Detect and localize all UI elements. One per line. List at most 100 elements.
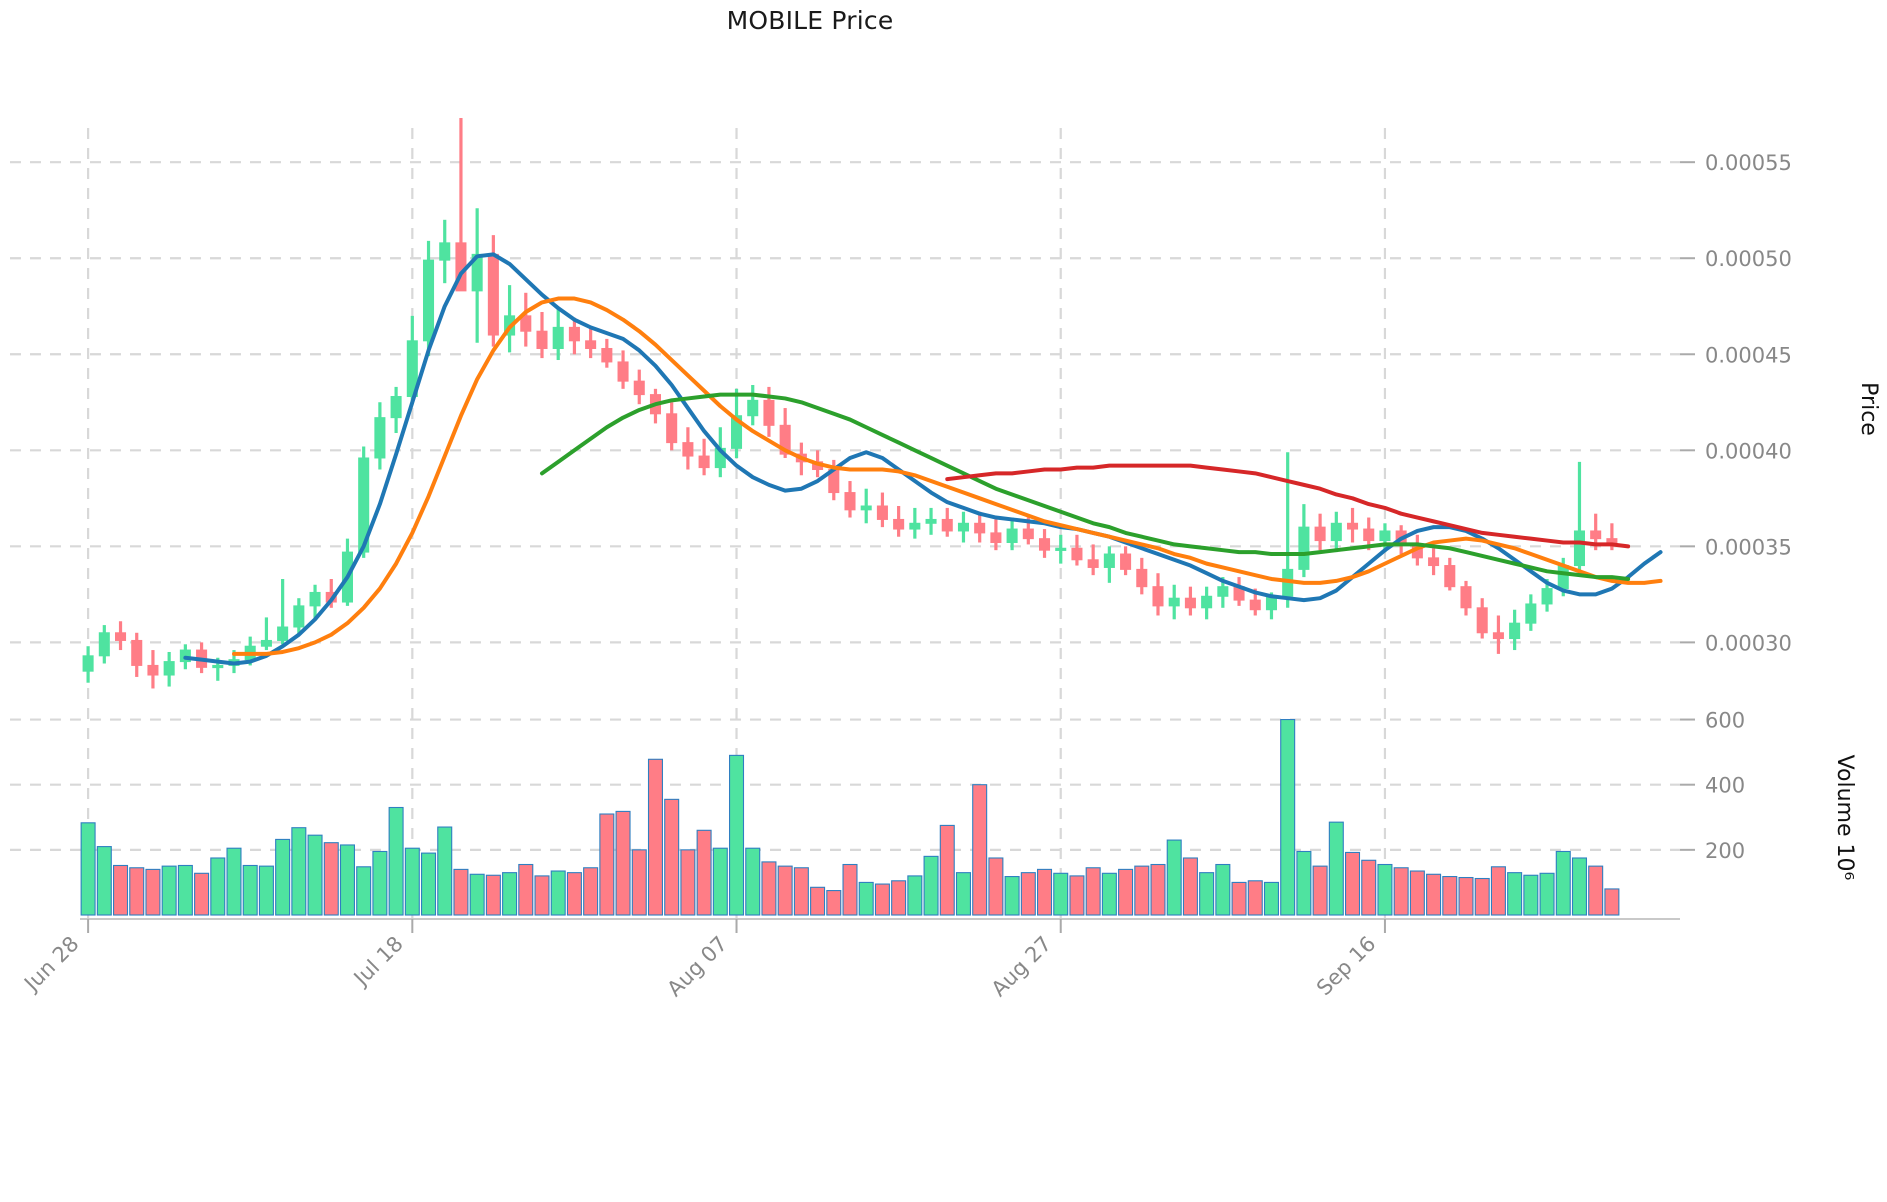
volume-bar	[96, 846, 112, 916]
volume-bar	[1166, 839, 1182, 916]
candlesticks	[82, 118, 1618, 689]
volume-bar	[404, 847, 420, 916]
volume-bar	[145, 868, 161, 916]
volume-bar	[1312, 865, 1328, 916]
volume-bar	[307, 834, 323, 916]
volume-bar	[810, 886, 826, 916]
volume-bar	[1539, 872, 1555, 916]
candle-body	[1201, 595, 1213, 609]
volume-bar	[712, 847, 728, 916]
volume-bar	[891, 880, 907, 916]
candle-body	[1525, 603, 1537, 624]
volume-bar	[583, 867, 599, 916]
candle-body	[617, 361, 629, 382]
candle-body	[779, 424, 791, 455]
candle-body	[698, 455, 710, 469]
volume-bar	[129, 867, 145, 916]
candle-body	[1022, 528, 1034, 540]
x-axis: Jun 28 Jul 18 Aug 07 Aug 27 Sep 16	[18, 918, 1680, 1001]
candle-body	[520, 315, 532, 332]
candle-body	[374, 417, 386, 459]
volume-bar	[1053, 872, 1069, 916]
candle-body	[1509, 622, 1521, 640]
candle-body	[601, 347, 613, 363]
volume-bar	[923, 855, 939, 916]
price-tick: 0.00030	[1705, 631, 1792, 655]
volume-bar	[972, 784, 988, 916]
candle-body	[860, 505, 872, 511]
candle-body	[1071, 547, 1083, 561]
candle-body	[844, 492, 856, 511]
candle-body	[666, 413, 678, 444]
candle-body	[957, 522, 969, 532]
volume-bar	[534, 875, 550, 916]
volume-bar	[647, 758, 663, 916]
volume-bar	[1037, 868, 1053, 916]
volume-bar	[1004, 876, 1020, 916]
volume-bar	[939, 824, 955, 916]
volume-bar	[1393, 867, 1409, 916]
volume-bar	[291, 827, 307, 916]
candle-body	[585, 340, 597, 349]
volume-bar	[745, 847, 761, 916]
volume-bar	[1020, 872, 1036, 916]
candle-body	[309, 591, 321, 607]
candle-body	[1136, 568, 1148, 588]
volume-bar	[696, 829, 712, 916]
volume-bar	[1150, 863, 1166, 916]
candle-body	[82, 655, 94, 672]
volume-tick: 400	[1705, 774, 1745, 798]
candle-body	[1120, 553, 1132, 570]
candle-body	[1184, 597, 1196, 609]
volume-tick: 200	[1705, 839, 1745, 863]
ma-line-ma-long	[540, 392, 1631, 581]
candle-body	[536, 330, 548, 349]
volume-bar	[226, 847, 242, 916]
volume-bar	[1247, 880, 1263, 916]
candle-body	[1249, 599, 1261, 611]
candle-body	[1103, 553, 1115, 568]
candle-body	[925, 518, 937, 524]
candle-body	[1476, 607, 1488, 634]
volume-bar	[1134, 865, 1150, 916]
volume-bar	[907, 875, 923, 916]
volume-bar	[842, 863, 858, 916]
volume-bar	[485, 874, 501, 916]
volume-axis-title: Volume 10⁶	[1832, 755, 1857, 881]
volume-bar	[194, 872, 210, 916]
gridlines	[10, 128, 1680, 920]
volume-bar	[793, 867, 809, 916]
price-tick: 0.00045	[1705, 343, 1792, 367]
volume-bar	[988, 857, 1004, 916]
volume-bar	[1426, 873, 1442, 916]
volume-bar	[550, 870, 566, 916]
candle-body	[1541, 588, 1553, 605]
candle-body	[1492, 632, 1504, 640]
volume-bar	[1507, 872, 1523, 916]
candle-body	[747, 399, 759, 417]
x-tick-label: Jul 18	[348, 932, 408, 992]
volume-bar	[1101, 872, 1117, 916]
volume-bar	[664, 798, 680, 916]
candle-body	[1363, 528, 1375, 542]
volume-tick: 600	[1705, 709, 1745, 733]
ma-line-ma-extra-long	[945, 463, 1631, 549]
candle-body	[633, 380, 645, 396]
volume-bar	[372, 850, 388, 916]
volume-bar	[1442, 876, 1458, 916]
volume-bar	[161, 865, 177, 916]
volume-bar	[1409, 870, 1425, 916]
volume-bar	[1474, 877, 1490, 916]
volume-bar	[955, 872, 971, 916]
candle-body	[1330, 522, 1342, 542]
candle-body	[98, 632, 110, 657]
candle-body	[358, 457, 370, 553]
candle-body	[893, 518, 905, 530]
candle-body	[131, 639, 143, 666]
candle-body	[423, 259, 435, 342]
volume-bar	[437, 826, 453, 916]
candle-body	[1379, 530, 1391, 542]
volume-bar	[356, 866, 372, 916]
volume-bar	[275, 838, 291, 916]
